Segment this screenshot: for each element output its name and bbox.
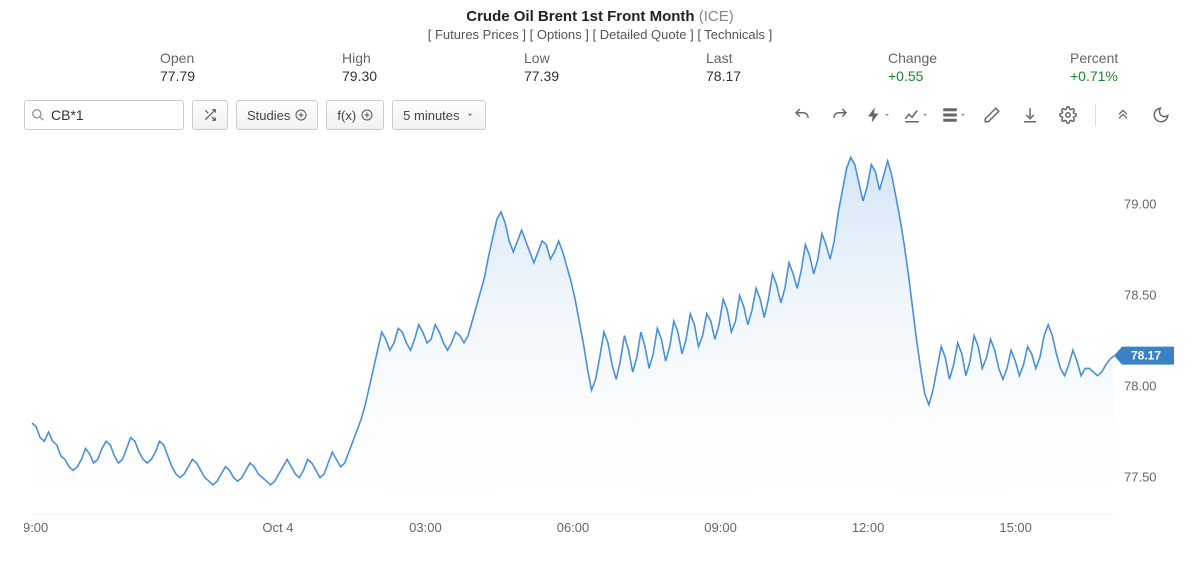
stat-label: Open: [160, 50, 194, 66]
svg-text:78.50: 78.50: [1124, 288, 1157, 303]
stat-high: High 79.30: [342, 50, 432, 84]
nav-link[interactable]: [ Futures Prices ]: [428, 27, 526, 42]
stat-value: +0.55: [888, 68, 923, 84]
fx-button[interactable]: f(x): [326, 100, 384, 130]
svg-text:06:00: 06:00: [557, 520, 590, 535]
svg-text:78.00: 78.00: [1124, 379, 1157, 394]
layout-button[interactable]: [939, 100, 969, 130]
svg-text:19:00: 19:00: [24, 520, 48, 535]
chart-svg: 77.50 78.00 78.50 79.00 19:00 Oct 4 03:00 06:00…: [24, 140, 1176, 540]
stat-label: High: [342, 50, 371, 66]
theme-button[interactable]: [1146, 100, 1176, 130]
svg-text:15:00: 15:00: [999, 520, 1032, 535]
stat-last: Last 78.17: [706, 50, 796, 84]
quote-stats: Open 77.79 High 79.30 Low 77.39 Last 78.…: [0, 44, 1200, 94]
interval-label: 5 minutes: [403, 108, 459, 123]
toolbar-separator: [1095, 104, 1096, 126]
chart-header: Crude Oil Brent 1st Front Month (ICE) [ …: [0, 0, 1200, 44]
shuffle-button[interactable]: [192, 100, 228, 130]
svg-text:09:00: 09:00: [704, 520, 737, 535]
draw-button[interactable]: [977, 100, 1007, 130]
moon-icon: [1152, 106, 1170, 124]
chart-icon: [903, 106, 921, 124]
redo-icon: [831, 106, 849, 124]
plus-icon: [295, 109, 307, 121]
price-chart[interactable]: 77.50 78.00 78.50 79.00 19:00 Oct 4 03:00 06:00…: [24, 140, 1176, 540]
chevron-down-icon: [959, 111, 967, 119]
undo-icon: [793, 106, 811, 124]
download-button[interactable]: [1015, 100, 1045, 130]
pencil-icon: [983, 106, 1001, 124]
stat-value: 78.17: [706, 68, 741, 84]
stat-value: 77.39: [524, 68, 559, 84]
chevron-down-icon: [465, 110, 475, 120]
svg-text:12:00: 12:00: [852, 520, 885, 535]
quick-actions-button[interactable]: [863, 100, 893, 130]
chevron-down-icon: [883, 111, 891, 119]
stat-change: Change +0.55: [888, 50, 978, 84]
chart-title: Crude Oil Brent 1st Front Month (ICE): [0, 8, 1200, 25]
nav-link[interactable]: [ Options ]: [530, 27, 589, 42]
svg-text:03:00: 03:00: [409, 520, 442, 535]
svg-text:77.50: 77.50: [1124, 470, 1157, 485]
stat-value: 79.30: [342, 68, 377, 84]
nav-link[interactable]: [ Detailed Quote ]: [593, 27, 694, 42]
studies-button[interactable]: Studies: [236, 100, 318, 130]
undo-button[interactable]: [787, 100, 817, 130]
collapse-button[interactable]: [1108, 100, 1138, 130]
fx-label: f(x): [337, 108, 356, 123]
download-icon: [1021, 106, 1039, 124]
studies-label: Studies: [247, 108, 290, 123]
search-icon: [31, 108, 45, 122]
svg-text:Oct 4: Oct 4: [262, 520, 293, 535]
stat-value: 77.79: [160, 68, 195, 84]
instrument-name: Crude Oil Brent 1st Front Month: [466, 8, 694, 25]
stat-value: +0.71%: [1070, 68, 1118, 84]
double-chevron-up-icon: [1115, 107, 1131, 123]
nav-link[interactable]: [ Technicals ]: [697, 27, 772, 42]
layout-icon: [941, 106, 959, 124]
settings-button[interactable]: [1053, 100, 1083, 130]
stat-label: Last: [706, 50, 732, 66]
svg-text:78.17: 78.17: [1131, 349, 1161, 363]
nav-links: [ Futures Prices ] [ Options ] [ Detaile…: [0, 27, 1200, 42]
chart-toolbar: Studies f(x) 5 minutes: [0, 94, 1200, 136]
stat-label: Percent: [1070, 50, 1118, 66]
stat-percent: Percent +0.71%: [1070, 50, 1160, 84]
interval-select[interactable]: 5 minutes: [392, 100, 485, 130]
symbol-search[interactable]: [24, 100, 184, 130]
svg-text:79.00: 79.00: [1124, 197, 1157, 212]
shuffle-icon: [203, 108, 217, 122]
redo-button[interactable]: [825, 100, 855, 130]
stat-low: Low 77.39: [524, 50, 614, 84]
stat-label: Change: [888, 50, 937, 66]
stat-label: Low: [524, 50, 550, 66]
chevron-down-icon: [921, 111, 929, 119]
plus-icon: [361, 109, 373, 121]
lightning-icon: [865, 106, 883, 124]
exchange-code: (ICE): [699, 8, 734, 25]
chart-type-button[interactable]: [901, 100, 931, 130]
gear-icon: [1059, 106, 1077, 124]
stat-open: Open 77.79: [160, 50, 250, 84]
symbol-input[interactable]: [49, 106, 177, 124]
